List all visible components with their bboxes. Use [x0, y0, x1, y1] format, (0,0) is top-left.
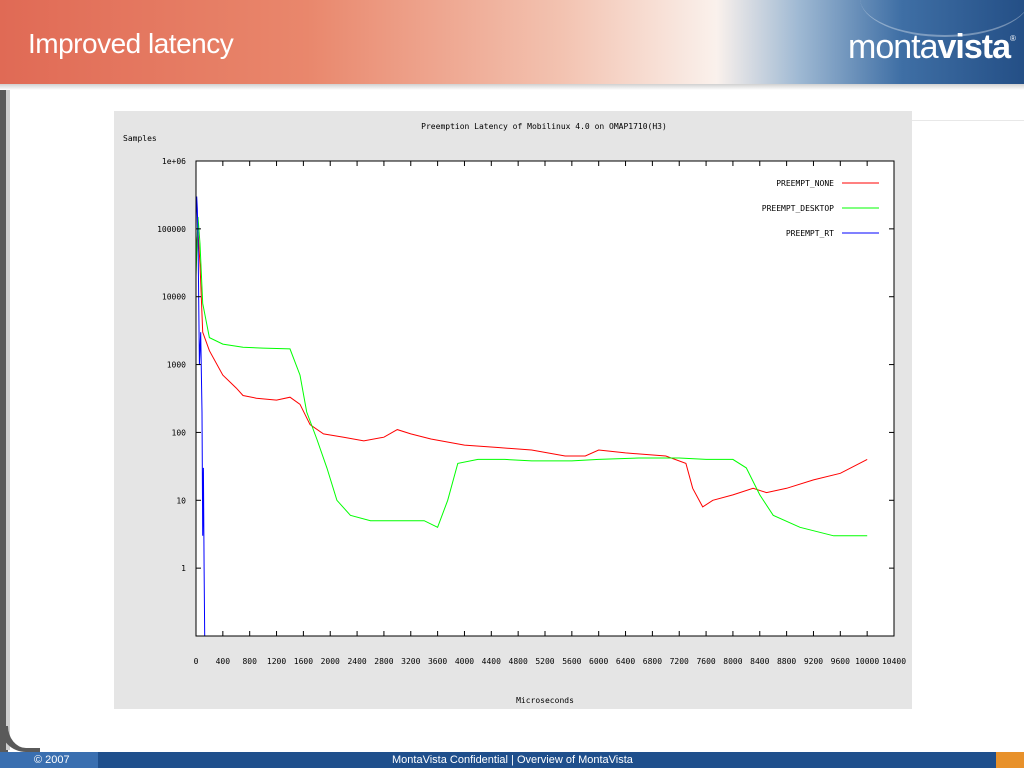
- footer-left-block: [0, 752, 98, 768]
- slide-header: [0, 0, 1024, 84]
- x-axis-label: Microseconds: [516, 696, 574, 705]
- divider-line: [912, 120, 1024, 121]
- x-tick-label: 4800: [509, 657, 528, 666]
- header-shadow: [0, 84, 1024, 90]
- y-tick-label: 1000: [167, 361, 186, 370]
- x-tick-label: 10400: [882, 657, 906, 666]
- left-frame-bar: [0, 0, 8, 768]
- footer-text: MontaVista Confidential | Overview of Mo…: [392, 754, 633, 766]
- footer-accent: [996, 752, 1024, 768]
- x-tick-label: 2800: [374, 657, 393, 666]
- x-tick-label: 0: [194, 657, 199, 666]
- y-tick-label: 1e+06: [162, 157, 186, 166]
- x-tick-label: 800: [242, 657, 257, 666]
- left-frame-inner: [6, 82, 10, 750]
- slide-title: Improved latency: [28, 28, 234, 59]
- series-line-preempt_none: [195, 231, 868, 508]
- montavista-logo: montavista: [848, 28, 1011, 67]
- axis-layer: 0 400 800 1200 1600 2000 2400 2800 3200 3600 4000 4…: [157, 157, 906, 666]
- logo-trademark: ®: [1010, 34, 1016, 43]
- legend-label: PREEMPT_NONE: [776, 179, 834, 188]
- x-tick-label: 400: [216, 657, 231, 666]
- x-tick-label: 10000: [855, 657, 879, 666]
- frame-corner: [0, 726, 40, 752]
- y-tick-label: 100000: [157, 225, 186, 234]
- x-tick-label: 7200: [670, 657, 689, 666]
- series-layer: [195, 196, 868, 637]
- x-tick-label: 5600: [562, 657, 581, 666]
- y-tick-label: 1: [181, 564, 186, 573]
- logo-bold-text: vista: [937, 28, 1011, 66]
- globe-graphic: [860, 0, 1024, 37]
- plot-area: [196, 161, 894, 636]
- y-axis-label: Samples: [123, 134, 157, 143]
- chart-title: Preemption Latency of Mobilinux 4.0 on O…: [421, 122, 667, 131]
- logo-light-text: monta: [848, 28, 938, 66]
- y-tick-label: 100: [172, 428, 187, 437]
- x-tick-label: 5200: [535, 657, 554, 666]
- y-tick-label: 10: [176, 496, 186, 505]
- x-tick-label: 9200: [804, 657, 823, 666]
- series-line-preempt_desktop: [195, 216, 868, 537]
- x-tick-label: 2400: [347, 657, 366, 666]
- legend-label: PREEMPT_RT: [786, 229, 834, 238]
- x-tick-label: 8000: [723, 657, 742, 666]
- legend-label: PREEMPT_DESKTOP: [762, 204, 834, 213]
- footer-bar: [0, 752, 1024, 768]
- x-tick-label: 8400: [750, 657, 769, 666]
- x-tick-label: 6400: [616, 657, 635, 666]
- x-tick-label: 2000: [321, 657, 340, 666]
- x-tick-label: 6000: [589, 657, 608, 666]
- legend: PREEMPT_NONE PREEMPT_DESKTOP PREEMPT_RT: [762, 179, 879, 238]
- x-tick-label: 6800: [643, 657, 662, 666]
- y-tick-label: 10000: [162, 293, 186, 302]
- x-tick-label: 4400: [482, 657, 501, 666]
- x-tick-label: 8800: [777, 657, 796, 666]
- x-tick-label: 7600: [696, 657, 715, 666]
- x-tick-label: 4000: [455, 657, 474, 666]
- footer-copyright: © 2007: [34, 754, 70, 766]
- series-line-preempt_rt: [195, 196, 206, 637]
- x-tick-label: 3600: [428, 657, 447, 666]
- x-tick-label: 1200: [267, 657, 286, 666]
- x-tick-label: 9600: [831, 657, 850, 666]
- x-tick-label: 3200: [401, 657, 420, 666]
- x-tick-label: 1600: [294, 657, 313, 666]
- chart-svg: 0 400 800 1200 1600 2000 2400 2800 3200 3600 4000 4…: [123, 122, 906, 705]
- latency-chart: 0 400 800 1200 1600 2000 2400 2800 3200 3600 4000 4…: [114, 111, 912, 709]
